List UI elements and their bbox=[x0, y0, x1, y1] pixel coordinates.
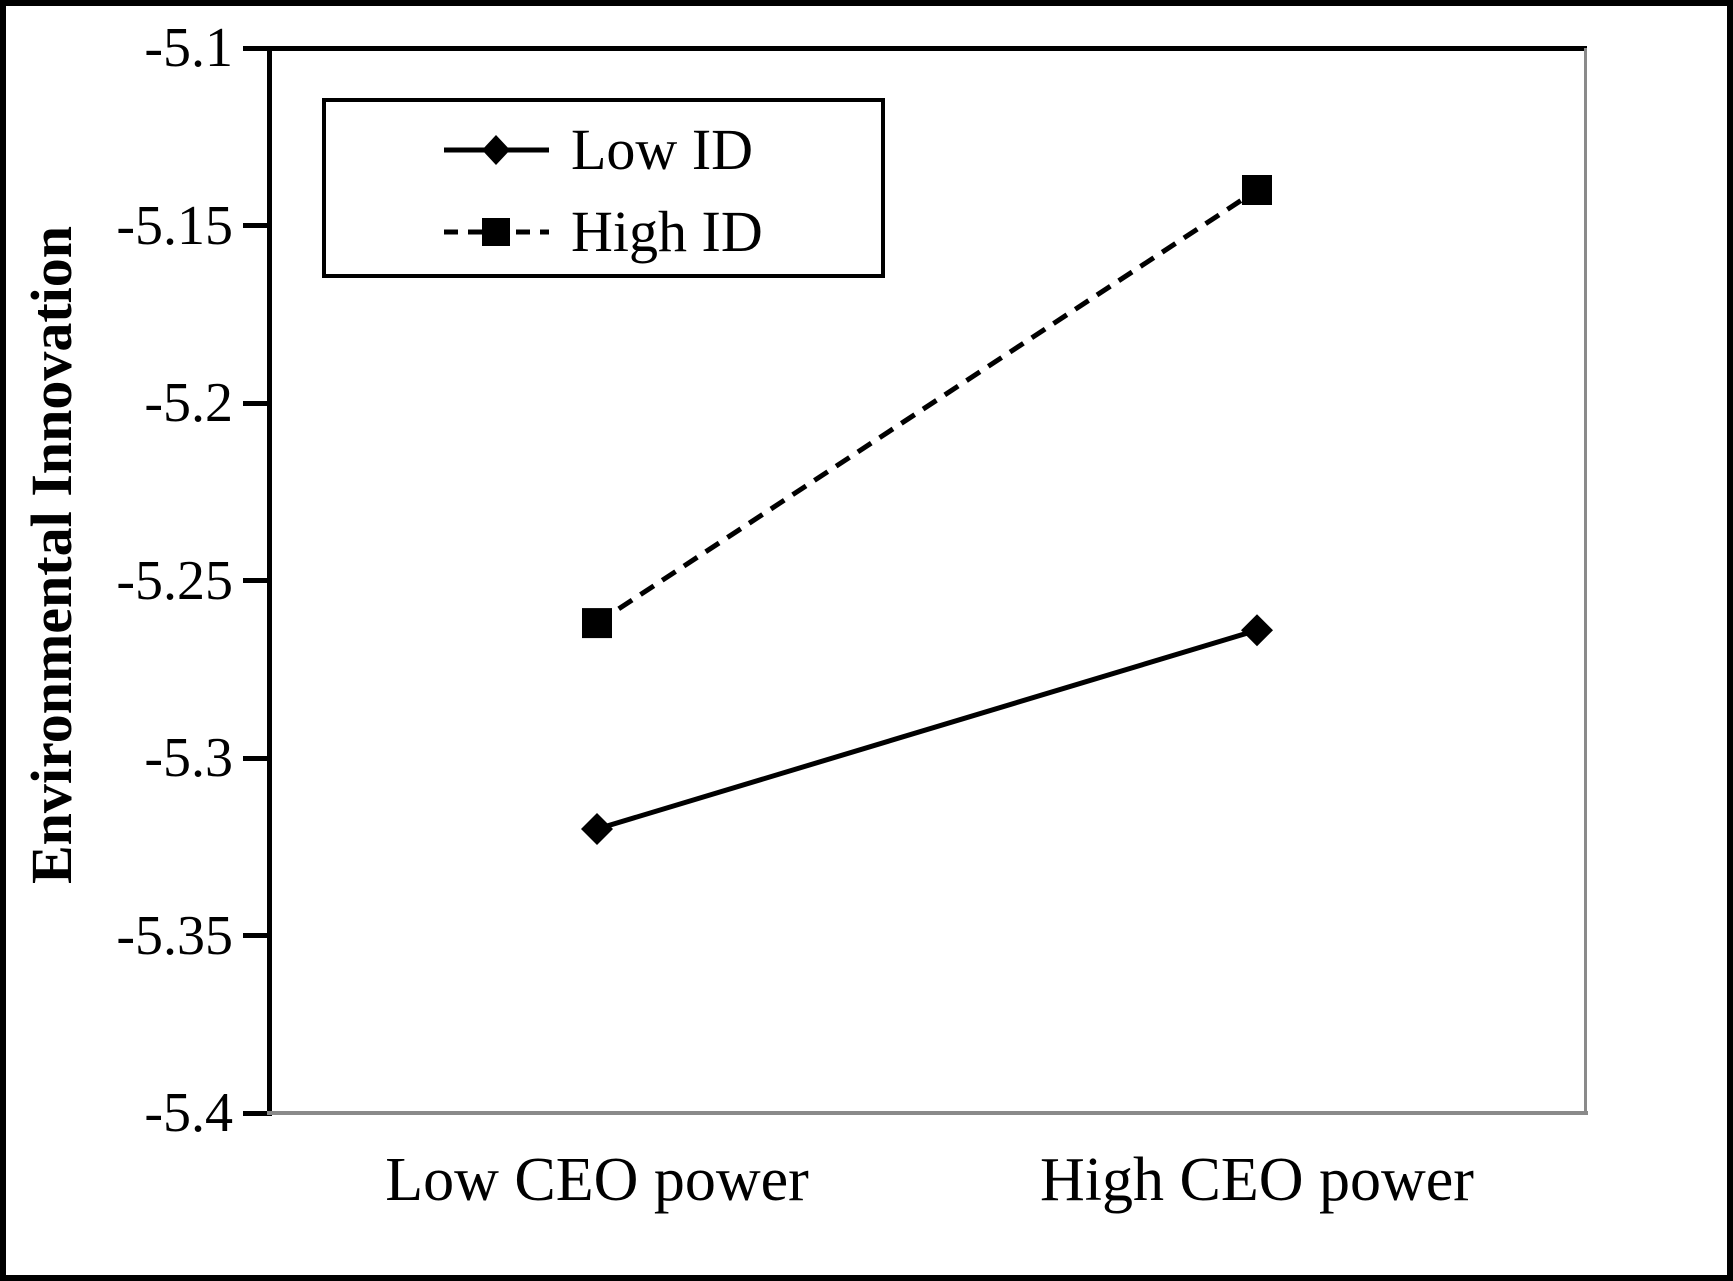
y-tick-5 bbox=[243, 933, 267, 938]
x-axis-line bbox=[267, 1111, 1588, 1115]
y-axis-line bbox=[267, 46, 272, 1116]
y-tick-label-6: -5.4 bbox=[144, 1082, 233, 1144]
y-tick-6 bbox=[243, 1110, 267, 1116]
y-tick-label-4: -5.3 bbox=[144, 727, 233, 789]
legend-label-low-id: Low ID bbox=[571, 117, 754, 182]
y-tick-label-0: -5.1 bbox=[144, 17, 233, 79]
legend: Low ID High ID bbox=[322, 98, 885, 278]
diamond-marker-icon bbox=[444, 135, 549, 165]
y-axis-title: Environmental Innovation bbox=[19, 225, 84, 885]
x-category-label-low-ceo-power: Low CEO power bbox=[385, 1146, 809, 1214]
data-point-low-id-1 bbox=[1241, 614, 1273, 647]
y-tick-4 bbox=[243, 755, 267, 761]
data-point-high-id-1 bbox=[1242, 175, 1272, 205]
y-tick-label-1: -5.15 bbox=[116, 194, 233, 257]
series-line-high-id bbox=[595, 187, 1259, 626]
legend-label-high-id: High ID bbox=[571, 199, 763, 264]
series-line-low-id bbox=[596, 627, 1258, 832]
plot-right-border bbox=[1584, 48, 1587, 1114]
legend-item-low-id: Low ID bbox=[326, 118, 881, 182]
y-tick-label-3: -5.25 bbox=[116, 549, 233, 612]
data-point-low-id-0 bbox=[581, 813, 613, 845]
y-tick-label-2: -5.2 bbox=[144, 372, 233, 434]
y-tick-0 bbox=[243, 45, 267, 51]
legend-item-high-id: High ID bbox=[326, 200, 881, 264]
y-tick-1 bbox=[243, 223, 267, 228]
y-tick-2 bbox=[243, 400, 267, 406]
square-marker-icon bbox=[444, 218, 549, 246]
x-category-label-high-ceo-power: High CEO power bbox=[1040, 1146, 1474, 1214]
y-tick-label-5: -5.35 bbox=[116, 904, 233, 967]
data-point-high-id-0 bbox=[582, 608, 612, 639]
chart-plot-area bbox=[581, 175, 1273, 845]
y-tick-3 bbox=[243, 578, 267, 583]
plot-top-border bbox=[243, 46, 1587, 51]
